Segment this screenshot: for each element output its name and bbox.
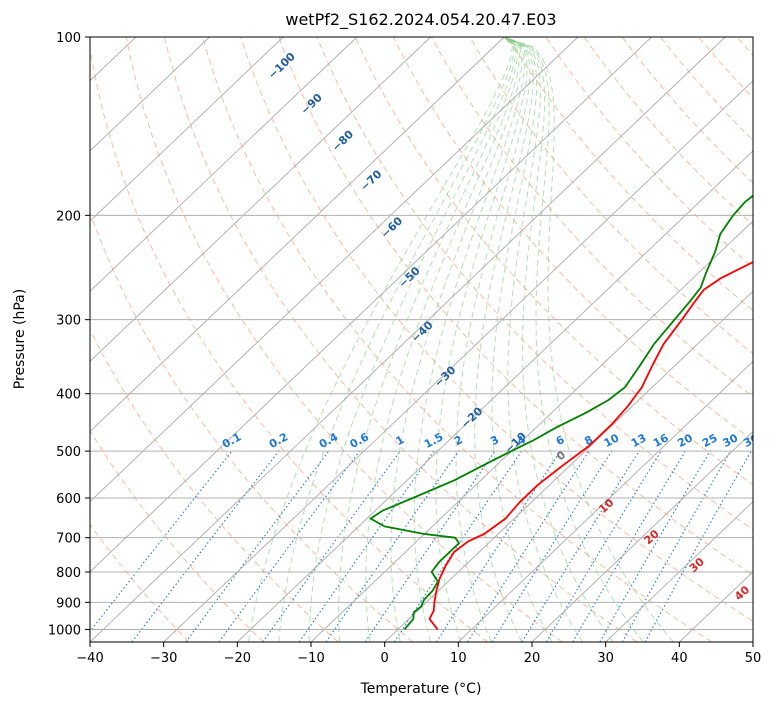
moist-adiabat-line (278, 37, 515, 642)
mixing-ratio-label: 25 (700, 431, 720, 450)
x-axis-label: Temperature (°C) (360, 681, 482, 697)
mixing-ratio-label: 16 (651, 431, 671, 450)
y-tick-label: 200 (56, 209, 81, 224)
mixing-ratio-line (599, 450, 711, 642)
y-tick-label: 100 (56, 31, 81, 46)
x-tick-label: 20 (524, 651, 541, 666)
y-tick-label: 700 (56, 532, 81, 547)
dry-adiabat-line (354, 37, 753, 486)
plot-area: −100−90−80−70−60−50−40−30−20−100.1 0.2 0.4… (90, 37, 761, 642)
dry-adiabat-line (202, 37, 712, 642)
x-tick-label: 50 (745, 651, 762, 666)
mixing-ratio-line (262, 450, 402, 642)
x-tick-label: −30 (150, 651, 177, 666)
isotherm-line (384, 290, 753, 642)
x-axis: −40 −30 −20 −10 0 10 20 30 40 50 (76, 642, 761, 666)
mixing-ratio-label: 30 (721, 431, 741, 450)
dry-adiabat-line (163, 37, 638, 642)
moist-adiabat-line (504, 37, 583, 642)
plot-frame (89, 36, 754, 643)
y-tick-label: 1000 (48, 623, 81, 638)
mixing-ratio-line (491, 450, 613, 642)
mixing-ratio-label: 20 (675, 431, 695, 450)
mixing-ratio-line (298, 450, 435, 642)
isotherms (90, 37, 753, 642)
dry-adiabat-line (90, 523, 190, 642)
mixing-ratio-label: 10 (602, 431, 622, 450)
moist-adiabat-line (308, 37, 516, 642)
mixing-ratio-line (521, 450, 640, 642)
moist-adiabat-line (365, 37, 521, 642)
y-tick-label: 400 (56, 388, 81, 403)
moist-adiabat-line (413, 37, 525, 642)
y-axis-label: Pressure (hPa) (12, 289, 28, 389)
isotherm-line (310, 220, 753, 642)
y-tick-label: 500 (56, 445, 81, 460)
mixing-ratio-line (131, 450, 280, 642)
y-tick-label: 300 (56, 314, 81, 329)
mixing-ratio-line (364, 450, 496, 642)
dry-adiabat-line (240, 37, 753, 622)
isotherm-line (237, 150, 753, 642)
isotherm-line (90, 37, 505, 433)
moist-adiabat-line (491, 37, 553, 642)
x-tick-label: 0 (381, 651, 389, 666)
dry-adiabat-line (431, 37, 753, 398)
moist-adiabat-line (435, 37, 528, 642)
temperature-profile-line (428, 261, 753, 630)
dewpoint-profile-line (369, 194, 753, 630)
isotherm-line (90, 37, 652, 573)
isotherm-line (531, 430, 753, 642)
mixing-ratio-label: 13 (629, 431, 649, 450)
moist-adiabat-line (504, 37, 674, 642)
moist-adiabat-line (504, 37, 614, 642)
y-tick-label: 800 (56, 566, 81, 581)
x-tick-label: −20 (224, 651, 251, 666)
pressure-gridlines (90, 37, 753, 630)
isotherm-line (90, 37, 358, 292)
isotherm-line (605, 501, 753, 642)
x-tick-label: 40 (671, 651, 688, 666)
isotherm-line (163, 80, 753, 642)
moist-adiabat-line (455, 37, 531, 642)
mixing-ratio-line (644, 450, 753, 642)
isotherm-line (458, 360, 753, 642)
mixing-ratio-line (325, 450, 460, 642)
dry-adiabat-line (507, 37, 753, 312)
x-tick-label: −10 (297, 651, 324, 666)
profile-series (369, 194, 753, 630)
mixing-ratio-line (572, 450, 687, 642)
dry-adiabat-line (545, 37, 753, 269)
moist-adiabat-line (390, 37, 523, 642)
y-axis: 100 200 300 400 500 600 700 800 900 1000 (48, 31, 90, 638)
y-tick-label: 900 (56, 596, 81, 611)
x-tick-label: 10 (450, 651, 467, 666)
isotherm-line (90, 37, 431, 362)
dry-adiabat-line (125, 37, 563, 642)
mixing-ratio-line (90, 450, 233, 633)
dry-adiabat-line (660, 37, 753, 142)
dry-adiabat-line (621, 37, 753, 184)
mixing-ratio-line (621, 450, 732, 642)
x-tick-label: 30 (597, 651, 614, 666)
isotherm-line (90, 37, 210, 152)
chart-title: wetPf2_S162.2024.054.20.47.E03 (285, 10, 556, 30)
mixing-ratio-line (467, 450, 590, 642)
isotherm-line (90, 37, 284, 222)
x-tick-label: −40 (76, 651, 103, 666)
dry-adiabat-line (90, 211, 414, 642)
y-tick-label: 600 (56, 492, 81, 507)
mixing-ratio-label: 36 (741, 431, 761, 450)
dry-adiabat-line (90, 45, 488, 642)
isotherm-line (90, 37, 579, 503)
dry-adiabat-line (469, 37, 753, 355)
dry-adiabat-line (90, 328, 339, 642)
isotherm-line (90, 37, 726, 642)
